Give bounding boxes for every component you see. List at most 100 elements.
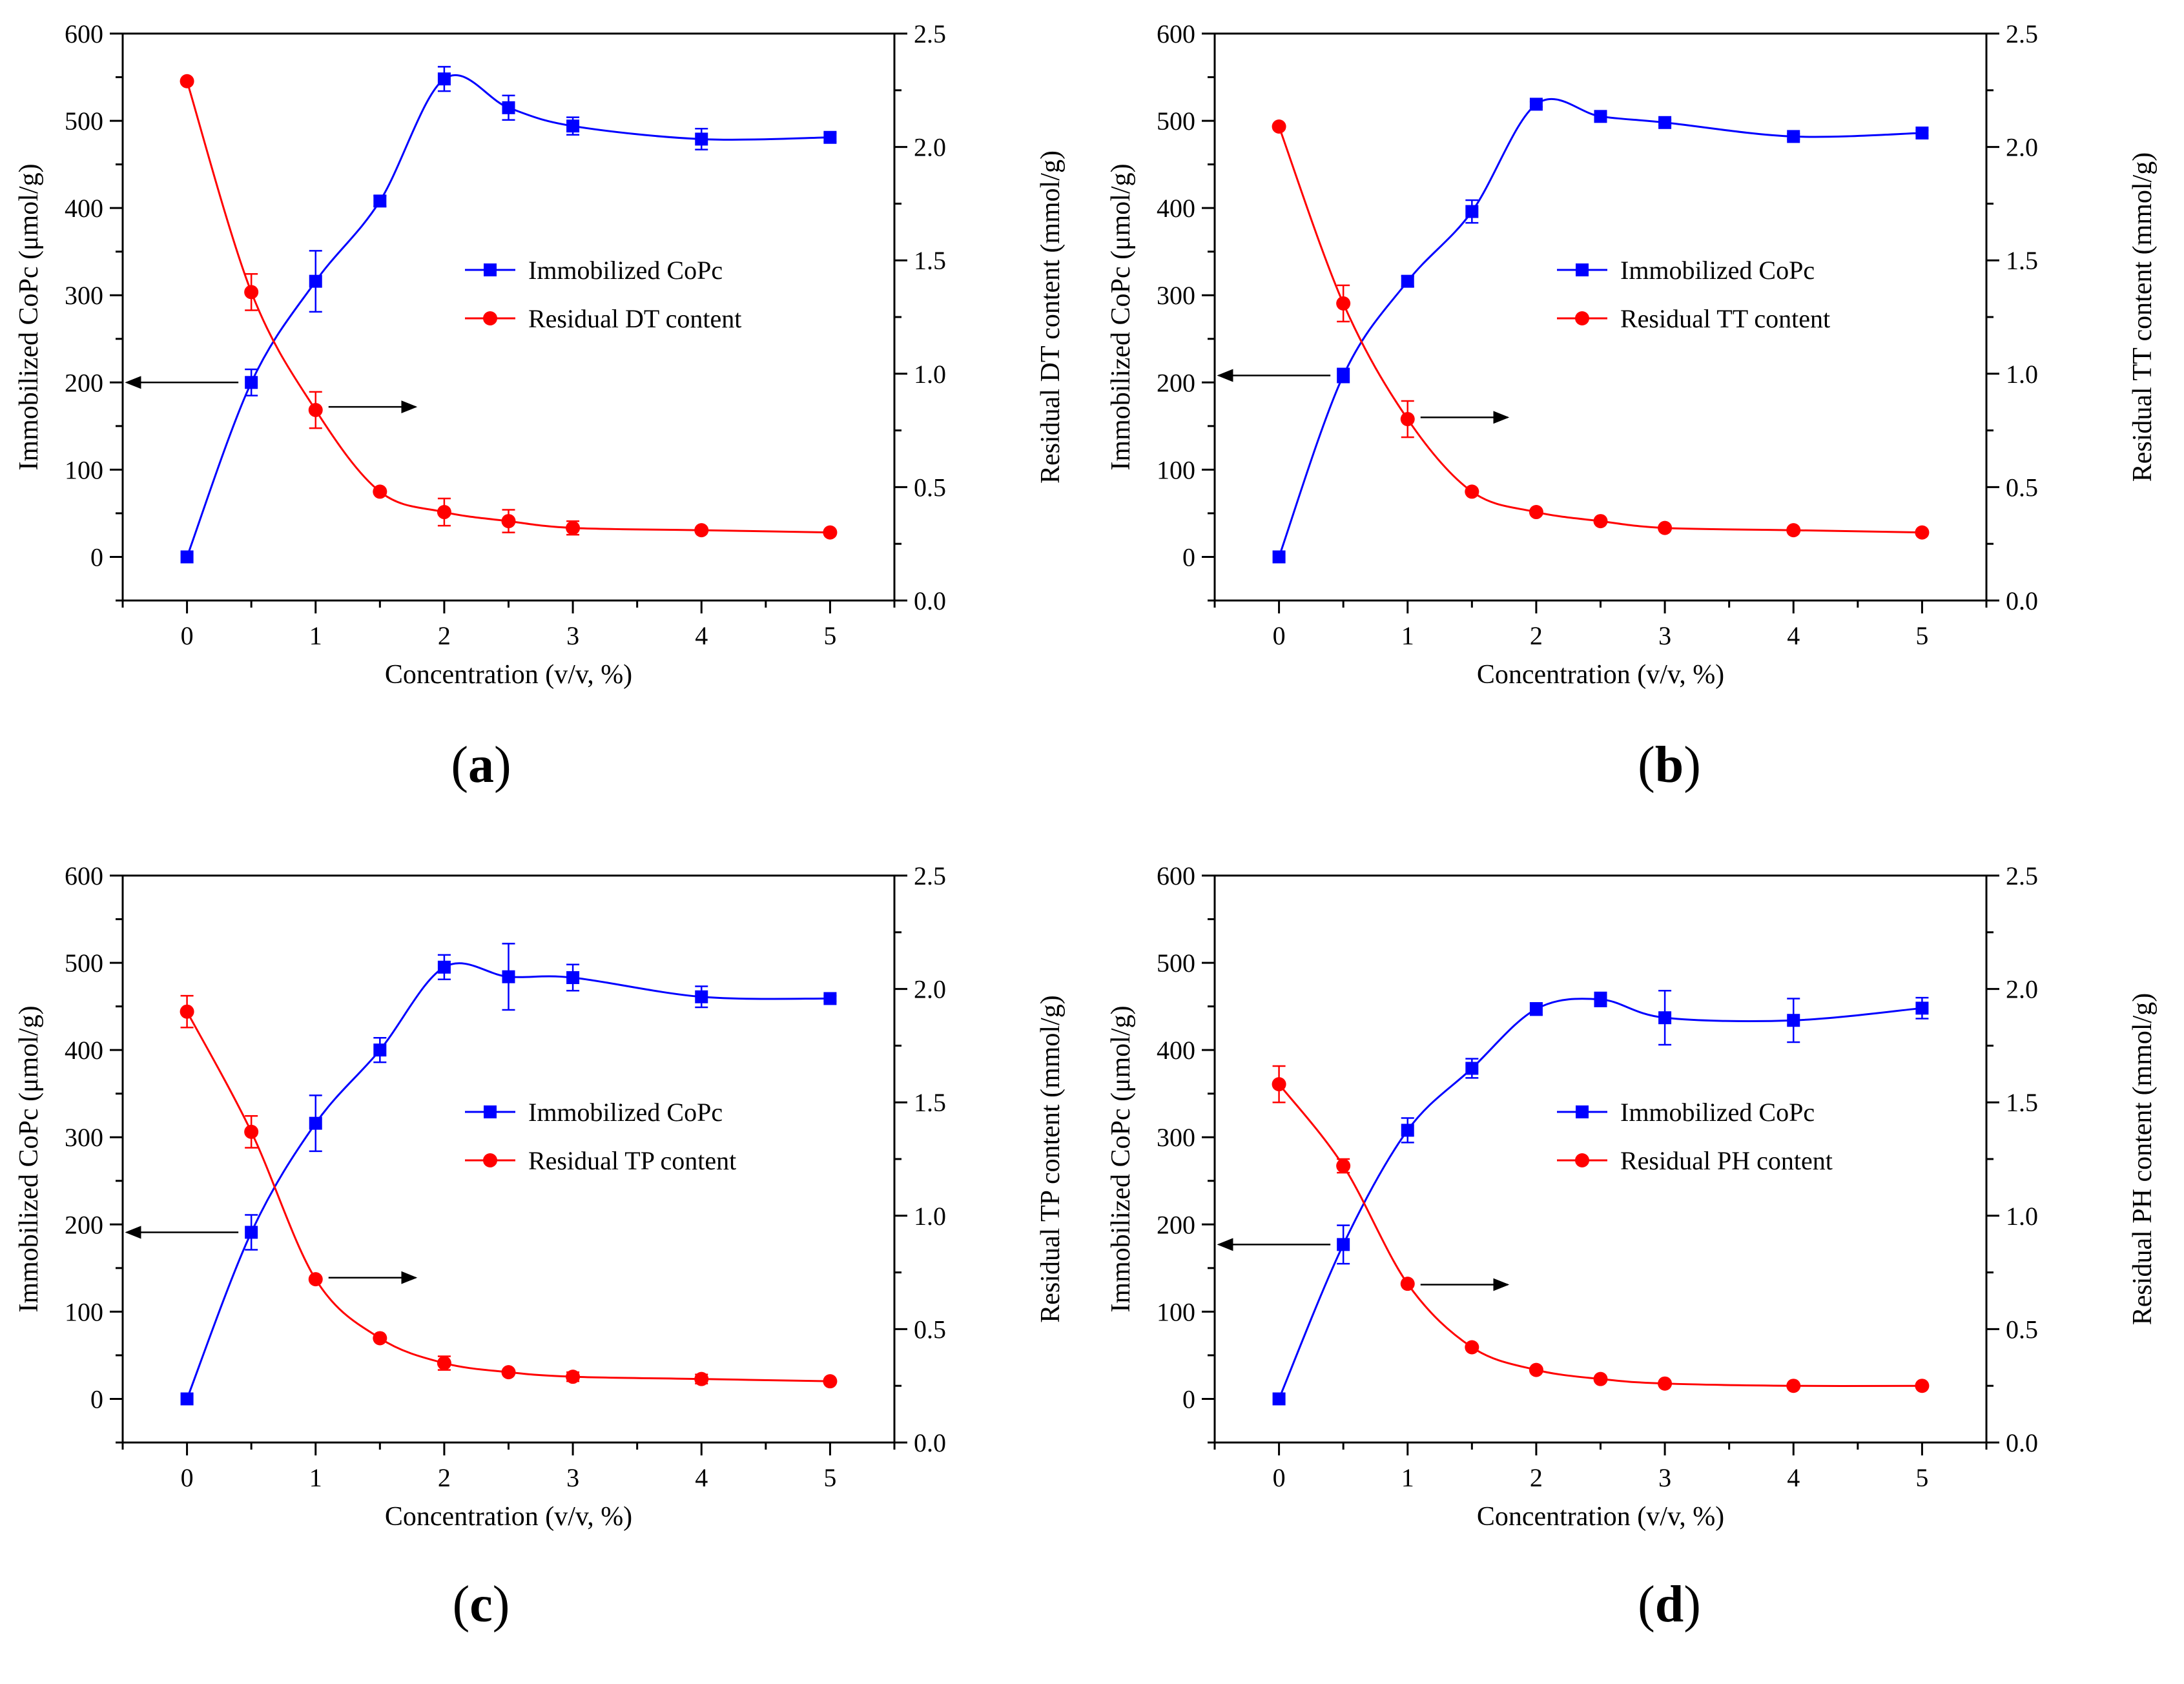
legend-marker: [484, 263, 497, 276]
y-tick-label: 0: [1182, 1384, 1195, 1413]
chart-panel-a: 0 1 2 3 4 5 0 100 200 300 400 500 600 0.0 0.5 1.0 1.5 2.0…: [14, 19, 1066, 690]
y2-axis-label: Residual TP content (mmol/g): [1036, 995, 1066, 1322]
y-tick-label: 500: [65, 949, 103, 978]
plot-frame: [1213, 874, 1988, 1444]
y2-tick-label: 1.5: [914, 1088, 946, 1117]
data-point: [1272, 550, 1286, 564]
data-point: [308, 402, 323, 417]
caption-b: (b): [1638, 737, 1701, 794]
legend-label: Immobilized CoPc: [1620, 1098, 1815, 1127]
chart-panel-c: 0 1 2 3 4 5 0 100 200 300 400 500 600 0.0 0.5 1.0 1.5 2.0…: [14, 861, 1066, 1532]
y2-tick-label: 0.5: [2006, 1315, 2038, 1344]
legend-label: Immobilized CoPc: [528, 1098, 723, 1127]
y2-axis-label: Residual DT content (mmol/g): [1036, 150, 1066, 484]
data-point: [1786, 523, 1801, 538]
data-point: [244, 1124, 259, 1139]
caption-d: (d): [1638, 1576, 1701, 1633]
data-point: [1594, 110, 1607, 123]
data-point: [1787, 1014, 1800, 1027]
data-point: [244, 285, 259, 300]
legend-label: Residual DT content: [528, 304, 741, 333]
y-tick-label: 0: [1182, 542, 1195, 571]
data-point: [1529, 505, 1543, 520]
x-tick-label: 2: [1530, 1463, 1543, 1492]
y-tick-label: 500: [65, 107, 103, 136]
y2-tick-label: 2.0: [914, 133, 946, 162]
data-point: [1401, 1124, 1414, 1137]
x-tick-label: 5: [1915, 1463, 1928, 1492]
data-point: [437, 72, 451, 86]
y2-tick-label: 2.5: [914, 19, 946, 48]
data-point: [1594, 992, 1607, 1006]
series-line: [186, 962, 830, 1400]
data-point: [695, 132, 708, 146]
series-line: [1278, 998, 1922, 1400]
legend-label: Residual TT content: [1620, 304, 1830, 333]
data-point: [823, 992, 837, 1005]
data-point: [308, 1272, 323, 1287]
y-tick-label: 100: [1157, 455, 1195, 484]
y-tick-label: 300: [1157, 1123, 1195, 1152]
data-point: [694, 1371, 709, 1386]
data-point: [1336, 296, 1351, 311]
x-tick-label: 1: [309, 1463, 322, 1492]
y-tick-label: 300: [1157, 281, 1195, 310]
x-tick-label: 4: [695, 621, 708, 650]
y-tick-label: 600: [1157, 19, 1195, 48]
y2-tick-label: 0.0: [2006, 586, 2038, 615]
y-tick-label: 200: [65, 1210, 103, 1239]
data-point: [373, 484, 387, 499]
data-point: [1465, 205, 1479, 218]
y-tick-label: 400: [65, 194, 103, 223]
data-point: [373, 1331, 387, 1346]
data-point: [566, 1370, 581, 1384]
x-axis-label: Concentration (v/v, %): [1477, 660, 1724, 690]
data-point: [566, 119, 580, 133]
data-point: [180, 1004, 194, 1019]
data-point: [1465, 1340, 1479, 1355]
data-point: [823, 1374, 838, 1389]
x-tick-label: 3: [566, 621, 579, 650]
data-point: [1337, 1238, 1350, 1251]
data-point: [1786, 1379, 1801, 1393]
data-point: [501, 514, 516, 529]
data-point: [1337, 369, 1350, 382]
legend-marker: [1575, 1153, 1589, 1167]
x-axis-label: Concentration (v/v, %): [385, 1502, 632, 1532]
data-point: [1915, 1001, 1929, 1015]
y2-tick-label: 1.0: [914, 1202, 946, 1231]
data-point: [1401, 274, 1414, 288]
data-point: [1915, 126, 1929, 139]
data-point: [1272, 1077, 1286, 1092]
chart-panel-b: 0 1 2 3 4 5 0 100 200 300 400 500 600 0.0 0.5 1.0 1.5 2.0…: [1106, 19, 2158, 690]
data-point: [437, 960, 451, 974]
y-tick-label: 500: [1157, 949, 1195, 978]
y2-tick-label: 2.0: [2006, 975, 2038, 1004]
x-tick-label: 5: [823, 1463, 836, 1492]
data-point: [1658, 1376, 1673, 1391]
y-axis-label: Immobilized CoPc (μmol/g): [1106, 1005, 1136, 1312]
data-point: [1658, 1011, 1672, 1025]
data-point: [437, 1356, 451, 1371]
y2-tick-label: 2.0: [914, 975, 946, 1004]
data-point: [309, 274, 322, 288]
legend-marker: [483, 1153, 497, 1167]
y-tick-label: 100: [65, 455, 103, 484]
caption-a: (a): [451, 737, 511, 794]
data-point: [180, 550, 194, 564]
data-point: [1336, 1158, 1351, 1173]
data-point: [501, 1365, 516, 1380]
data-point: [1915, 1379, 1930, 1393]
y2-tick-label: 1.5: [914, 246, 946, 275]
data-point: [1272, 119, 1286, 134]
data-point: [1593, 514, 1608, 529]
x-tick-label: 5: [823, 621, 836, 650]
data-point: [373, 1043, 387, 1057]
data-point: [1658, 520, 1673, 535]
data-point: [1593, 1371, 1608, 1386]
y-tick-label: 400: [1157, 194, 1195, 223]
y-tick-label: 0: [90, 542, 103, 571]
data-point: [1465, 484, 1479, 499]
legend-label: Residual PH content: [1620, 1146, 1833, 1175]
